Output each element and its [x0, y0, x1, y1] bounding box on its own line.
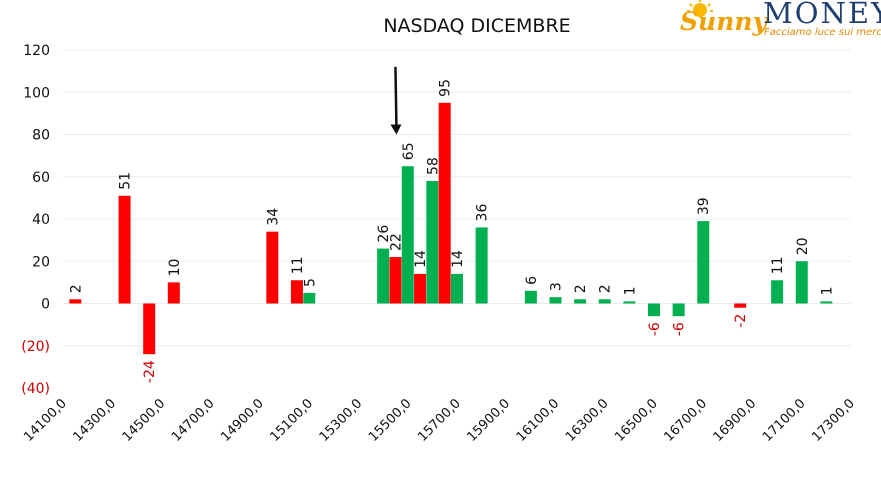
data-label: 2	[598, 284, 614, 293]
logo-script-text: Sunny	[680, 7, 769, 36]
logo-text: Sunny MONEY Facciamo luce sui mercati	[680, 0, 881, 38]
arrow-shaft	[394, 66, 398, 127]
y-tick-label: (40)	[21, 381, 50, 397]
annotations	[390, 66, 402, 135]
data-label: -6	[672, 322, 688, 336]
bar	[401, 166, 414, 304]
bar	[549, 297, 562, 304]
x-tick-label: 16300,0	[563, 396, 612, 445]
data-label: 1	[622, 286, 638, 295]
logo-tagline: Facciamo luce sui mercati	[764, 27, 881, 38]
bar	[648, 303, 660, 317]
bar	[377, 248, 390, 304]
bar	[574, 299, 587, 304]
y-tick-label: 40	[32, 212, 50, 228]
x-axis-ticks: 14100,0 14300,0 14500,0 14700,0 14900,0 15100…	[21, 396, 858, 445]
bar	[451, 273, 463, 304]
x-tick-label: 14700,0	[169, 396, 218, 445]
x-tick-label: 14300,0	[70, 396, 119, 445]
data-label: 14	[450, 250, 466, 268]
x-tick-label: 15900,0	[464, 396, 513, 445]
data-label: 34	[265, 208, 281, 226]
bar	[389, 257, 402, 304]
y-tick-label: 80	[32, 128, 50, 144]
bar	[475, 227, 488, 304]
bar	[167, 282, 180, 304]
data-label: 39	[696, 197, 712, 215]
x-tick-label: 16900,0	[711, 396, 760, 445]
arrow-head-icon	[390, 124, 402, 135]
x-tick-label: 17300,0	[809, 396, 858, 445]
bar	[771, 280, 784, 304]
data-label: 95	[438, 79, 454, 97]
x-tick-label: 14900,0	[218, 396, 267, 445]
sun-logo-icon	[687, 0, 713, 17]
data-label: 11	[290, 256, 306, 274]
data-label: 26	[376, 225, 392, 243]
bar	[734, 303, 747, 308]
x-tick-label: 15500,0	[366, 396, 415, 445]
bar	[426, 180, 439, 304]
bar	[69, 299, 82, 304]
y-axis-ticks: 120 100 80 60 40 20 0 (20) (40)	[21, 43, 50, 397]
data-label: 2	[68, 284, 84, 293]
data-label: 20	[795, 237, 811, 255]
bar	[414, 273, 427, 304]
logo-word-text: MONEY	[763, 0, 881, 30]
bars	[69, 102, 833, 355]
y-tick-label: 20	[32, 254, 50, 270]
bar	[623, 301, 636, 304]
bar	[290, 280, 303, 304]
y-tick-label: 0	[41, 297, 50, 313]
y-tick-label: 100	[23, 85, 50, 101]
logo: Sunny MONEY Facciamo luce sui mercati	[678, 0, 881, 40]
data-label: 36	[475, 204, 491, 222]
data-label: -6	[647, 322, 663, 336]
bar	[438, 102, 451, 304]
bar	[143, 303, 156, 355]
y-tick-label: 120	[23, 43, 50, 59]
data-label: 1	[819, 286, 835, 295]
bar	[524, 290, 537, 304]
data-label: 3	[549, 282, 565, 291]
data-label: 14	[413, 250, 429, 268]
x-tick-label: 15100,0	[267, 396, 316, 445]
x-tick-label: 16100,0	[514, 396, 563, 445]
x-tick-label: 15700,0	[415, 396, 464, 445]
bar	[303, 292, 316, 304]
grid-lines	[63, 49, 851, 347]
data-label: 58	[425, 157, 441, 175]
x-tick-label: 16500,0	[612, 396, 661, 445]
bar	[820, 301, 833, 304]
bar	[697, 221, 710, 304]
data-label: 22	[388, 233, 404, 251]
data-label: 6	[524, 276, 540, 285]
data-label: 65	[401, 142, 417, 160]
x-tick-label: 16700,0	[661, 396, 710, 445]
data-label: 51	[118, 172, 134, 190]
bar	[672, 303, 685, 317]
y-tick-label: (20)	[21, 339, 50, 355]
data-label: 5	[302, 278, 318, 287]
bar	[598, 299, 611, 304]
chart-title: NASDAQ DICEMBRE	[383, 15, 570, 37]
x-tick-label: 14500,0	[120, 396, 169, 445]
x-tick-label: 15300,0	[317, 396, 366, 445]
y-tick-label: 60	[32, 170, 50, 186]
x-tick-label: 14100,0	[21, 396, 70, 445]
data-label: -24	[142, 360, 158, 383]
data-label: 11	[770, 256, 786, 274]
data-label: -2	[733, 314, 749, 328]
x-tick-label: 17100,0	[760, 396, 809, 445]
bar	[118, 195, 131, 304]
bar	[266, 231, 279, 304]
data-label: 10	[167, 259, 183, 277]
bar	[795, 261, 808, 304]
data-label: 2	[573, 284, 589, 293]
